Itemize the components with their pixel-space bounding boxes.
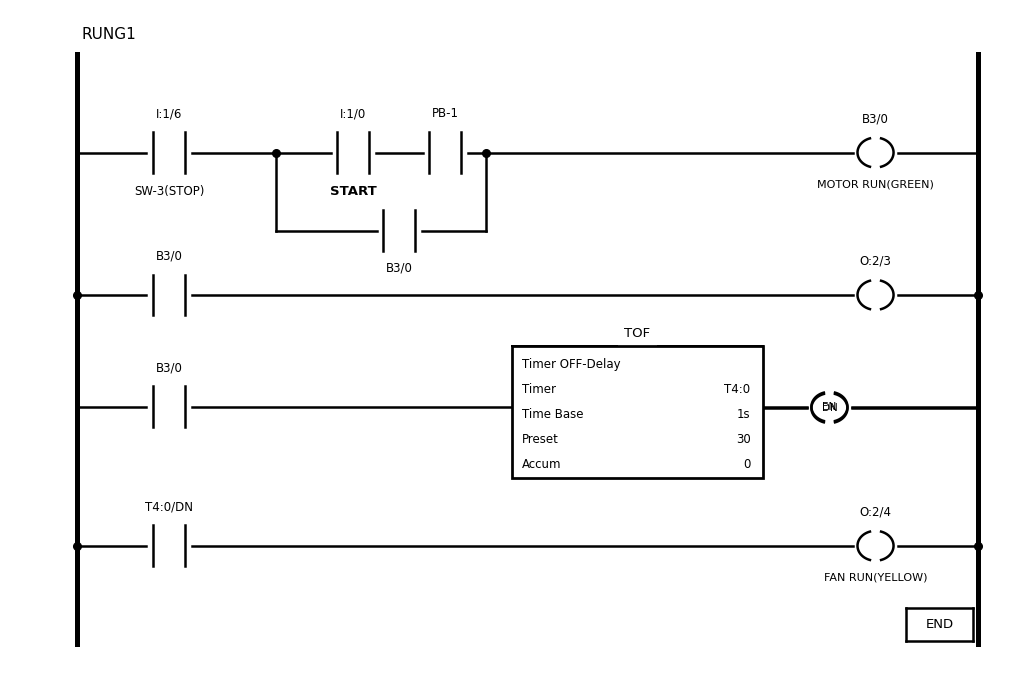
- Text: DN: DN: [821, 403, 838, 413]
- Text: START: START: [330, 185, 377, 198]
- Text: B3/0: B3/0: [386, 261, 413, 274]
- Text: EN: EN: [822, 402, 837, 412]
- Text: T4:0/DN: T4:0/DN: [145, 500, 193, 513]
- Text: 30: 30: [736, 433, 751, 446]
- Text: I:1/6: I:1/6: [156, 107, 182, 120]
- Text: Accum: Accum: [522, 458, 562, 471]
- Text: TOF: TOF: [625, 327, 650, 340]
- Text: SW-3(STOP): SW-3(STOP): [134, 185, 204, 198]
- Text: END: END: [926, 618, 953, 631]
- Text: 1s: 1s: [737, 408, 751, 421]
- Text: MOTOR RUN(GREEN): MOTOR RUN(GREEN): [817, 180, 934, 190]
- Text: 0: 0: [743, 458, 751, 471]
- Text: RUNG1: RUNG1: [82, 27, 136, 42]
- FancyBboxPatch shape: [512, 346, 763, 478]
- Text: B3/0: B3/0: [156, 361, 182, 374]
- Text: Timer OFF-Delay: Timer OFF-Delay: [522, 358, 621, 371]
- Text: PB-1: PB-1: [432, 107, 459, 120]
- Text: T4:0: T4:0: [724, 383, 751, 396]
- Text: O:2/3: O:2/3: [859, 255, 892, 268]
- Text: Timer: Timer: [522, 383, 556, 396]
- Text: Preset: Preset: [522, 433, 559, 446]
- Text: O:2/4: O:2/4: [859, 506, 892, 519]
- Text: Time Base: Time Base: [522, 408, 584, 421]
- Text: I:1/0: I:1/0: [340, 107, 367, 120]
- Text: FAN RUN(YELLOW): FAN RUN(YELLOW): [823, 573, 928, 583]
- Text: B3/0: B3/0: [862, 113, 889, 125]
- Text: B3/0: B3/0: [156, 250, 182, 262]
